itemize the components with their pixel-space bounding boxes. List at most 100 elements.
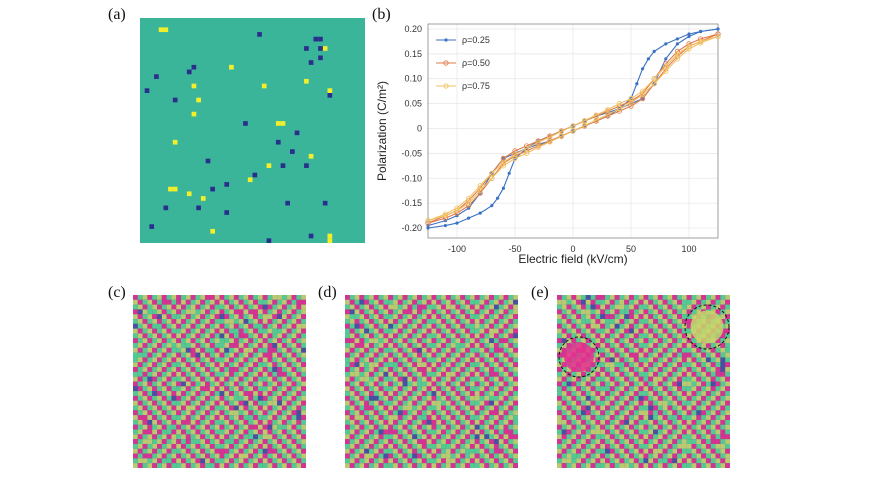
dopant-cell-yellow xyxy=(191,83,197,89)
y-tick-label: -0.05 xyxy=(401,148,422,158)
data-point xyxy=(605,107,611,113)
dopant-cell-yellow xyxy=(186,191,192,197)
data-point xyxy=(466,195,472,201)
legend-marker xyxy=(444,38,448,42)
dopant-cell-navy xyxy=(322,200,328,206)
plot-frame xyxy=(427,23,719,239)
data-point xyxy=(477,188,483,194)
data-point xyxy=(641,67,645,71)
data-point xyxy=(716,27,720,31)
data-point xyxy=(501,186,505,190)
data-point xyxy=(500,163,506,169)
data-point xyxy=(674,56,680,62)
dopant-cell-navy xyxy=(210,186,215,192)
data-point xyxy=(663,68,669,74)
dopant-cell-navy xyxy=(308,60,314,65)
dopant-cell-yellow xyxy=(308,153,314,159)
dopant-cell-navy xyxy=(294,130,300,136)
dopant-cell-navy xyxy=(186,69,192,75)
dopant-cell-navy xyxy=(163,205,169,211)
dopant-cell-navy xyxy=(144,88,150,93)
matrix-background xyxy=(140,18,365,243)
data-point xyxy=(489,175,495,181)
data-point xyxy=(500,159,506,165)
data-point xyxy=(715,31,721,37)
x-tick-label: -100 xyxy=(448,244,466,254)
data-point xyxy=(535,144,541,151)
y-tick-label: 0.10 xyxy=(404,74,422,84)
domain-map-d xyxy=(345,295,518,468)
dopant-cell-navy xyxy=(252,172,258,178)
data-point xyxy=(455,221,459,225)
dopant-distribution-map xyxy=(140,18,365,243)
dopant-cell-navy xyxy=(318,55,323,61)
panel-label-e: (e) xyxy=(531,284,549,301)
data-point xyxy=(547,139,553,145)
dopant-cell-yellow xyxy=(163,27,169,33)
x-tick-label: 50 xyxy=(626,244,636,254)
data-point xyxy=(512,155,518,161)
domain-map-c xyxy=(133,295,306,468)
data-point xyxy=(687,34,691,39)
dopant-cell-yellow xyxy=(327,238,333,243)
dopant-cell-yellow xyxy=(200,196,206,201)
panel-label-c: (c) xyxy=(108,284,126,301)
highlight-circle-magenta-blob xyxy=(564,342,594,372)
data-point xyxy=(687,32,691,36)
series-line xyxy=(427,35,719,222)
data-point xyxy=(697,38,704,45)
data-point xyxy=(663,63,669,69)
dopant-cell-navy xyxy=(224,210,230,215)
data-point xyxy=(651,81,657,87)
dopant-cell-yellow xyxy=(196,97,201,103)
dopant-cell-yellow xyxy=(191,111,197,117)
y-tick-label: -0.10 xyxy=(401,173,422,183)
data-point xyxy=(593,112,599,118)
dopant-cell-navy xyxy=(196,205,201,211)
panel-label-a: (a) xyxy=(108,6,126,23)
dopant-cell-navy xyxy=(224,182,230,187)
data-point xyxy=(664,57,668,61)
y-tick-label: 0.05 xyxy=(404,99,422,109)
data-point xyxy=(635,82,639,86)
x-axis-label: Electric field (kV/cm) xyxy=(518,252,627,266)
x-tick-label: 100 xyxy=(681,244,696,254)
data-point xyxy=(616,101,622,107)
dopant-cell-yellow xyxy=(158,27,164,33)
data-point xyxy=(674,51,680,57)
y-tick-label: 0.20 xyxy=(404,24,422,34)
domain-stripes xyxy=(133,295,306,468)
dopant-cell-navy xyxy=(154,74,159,79)
dopant-cell-yellow xyxy=(210,228,215,234)
y-tick-label: -0.20 xyxy=(401,223,422,233)
data-point xyxy=(547,134,553,140)
dopant-cell-navy xyxy=(243,121,248,126)
data-point xyxy=(675,42,679,46)
data-point xyxy=(652,49,656,53)
data-point xyxy=(500,155,506,161)
data-point xyxy=(467,216,471,220)
domain-stripes xyxy=(345,295,518,468)
data-point xyxy=(646,57,650,61)
dopant-cell-navy xyxy=(257,32,262,37)
data-point xyxy=(628,103,634,109)
data-point xyxy=(686,43,692,49)
domain-map-e xyxy=(557,295,730,468)
dopant-cell-yellow xyxy=(280,121,286,126)
highlight-circle-olive-blob xyxy=(690,310,724,344)
data-point xyxy=(507,171,511,175)
domain-stripes xyxy=(557,295,730,468)
dopant-cell-navy xyxy=(318,36,323,42)
data-point xyxy=(593,117,599,123)
legend-label: ρ=0.50 xyxy=(462,58,490,68)
dopant-cell-yellow xyxy=(168,186,173,192)
data-point xyxy=(558,133,564,140)
data-point xyxy=(489,170,495,176)
dopant-cell-navy xyxy=(313,36,319,42)
data-point xyxy=(628,100,634,106)
dopant-cell-yellow xyxy=(275,121,281,126)
data-point xyxy=(535,139,541,146)
hysteresis-chart: -100 -50 0 50 100 0.20 0.15 0.10 0.05 0 -0.05 -0.10… xyxy=(375,23,721,266)
data-point xyxy=(443,223,447,228)
data-point xyxy=(512,151,518,157)
